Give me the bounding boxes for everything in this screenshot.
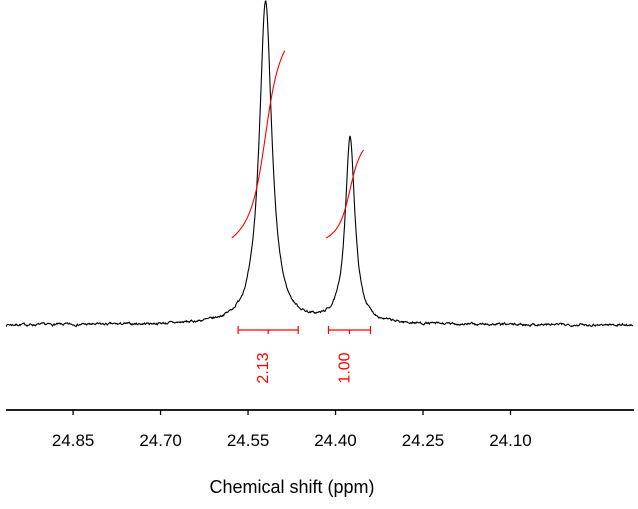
integral-range-marker [237,326,299,334]
x-tick-label: 24.25 [402,431,445,450]
integral-range-marker [327,326,372,334]
x-tick-label: 24.40 [314,431,357,450]
x-axis-title: Chemical shift (ppm) [209,477,375,497]
x-tick-label: 24.85 [52,431,95,450]
x-tick-label: 24.55 [227,431,270,450]
integral-curve [325,149,364,239]
integral-value-label: 1.00 [337,352,354,383]
spectrum-trace [5,0,634,328]
integral-value-label: 2.13 [255,352,272,383]
x-tick-label: 24.70 [139,431,182,450]
x-tick-label: 24.10 [489,431,532,450]
integral-curve [231,50,286,239]
